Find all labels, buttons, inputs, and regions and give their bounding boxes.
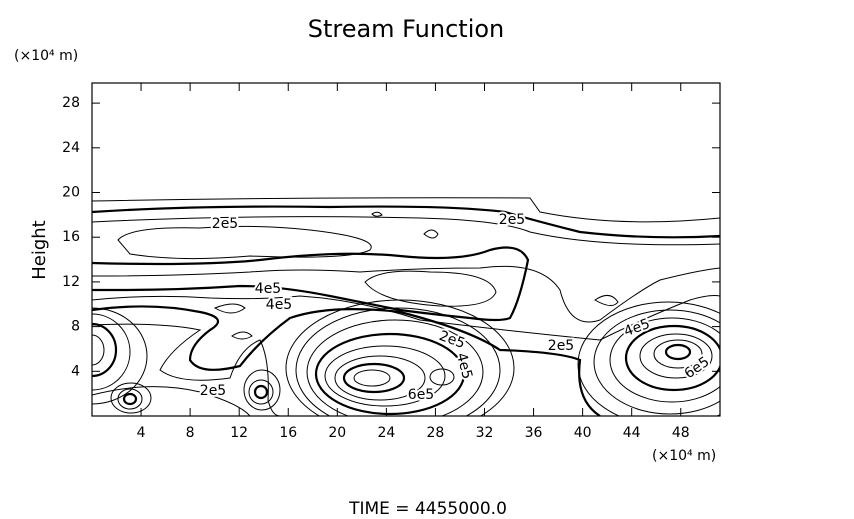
x-tick-label: 28 bbox=[427, 425, 445, 441]
x-tick-label: 48 bbox=[672, 425, 690, 441]
y-tick-label: 28 bbox=[62, 95, 80, 111]
x-tick-label: 4 bbox=[137, 425, 146, 441]
x-tick-label: 40 bbox=[574, 425, 592, 441]
contour-label: 2e5 bbox=[200, 383, 226, 399]
x-tick-label: 32 bbox=[476, 425, 494, 441]
x-tick-label: 8 bbox=[186, 425, 195, 441]
y-unit: (×10⁴ m) bbox=[14, 48, 78, 64]
y-tick-label: 4 bbox=[71, 363, 80, 379]
eddy-left bbox=[92, 307, 281, 416]
x-tick-label: 20 bbox=[328, 425, 346, 441]
contours bbox=[92, 197, 720, 416]
y-tick-label: 24 bbox=[62, 140, 80, 156]
x-unit: (×10⁴ m) bbox=[652, 448, 716, 464]
plot-frame bbox=[91, 82, 721, 417]
contour-label: 4e5 bbox=[266, 297, 292, 313]
contour-label: 2e5 bbox=[548, 338, 574, 354]
x-tick-label: 44 bbox=[623, 425, 641, 441]
contour-label: 4e5 bbox=[255, 281, 281, 297]
chart-title: Stream Function bbox=[308, 15, 505, 43]
contour-label: 4e5 bbox=[453, 351, 475, 381]
y-tick-label: 8 bbox=[71, 319, 80, 335]
y-tick-label: 20 bbox=[62, 185, 80, 201]
eddy-center bbox=[285, 299, 515, 416]
contour-label: 6e5 bbox=[408, 387, 434, 403]
x-tick-label: 16 bbox=[279, 425, 297, 441]
contour-label: 2e5 bbox=[499, 212, 525, 228]
eddy-right bbox=[577, 301, 720, 416]
y-tick-label: 16 bbox=[62, 229, 80, 245]
contour-label: 2e5 bbox=[212, 216, 238, 232]
footer: TIME = 4455000.0 bbox=[348, 499, 507, 519]
x-tick-label: 36 bbox=[525, 425, 543, 441]
x-tick-label: 24 bbox=[377, 425, 395, 441]
x-tick-label: 12 bbox=[230, 425, 248, 441]
y-axis-label: Height bbox=[29, 220, 50, 280]
y-tick-label: 12 bbox=[62, 274, 80, 290]
